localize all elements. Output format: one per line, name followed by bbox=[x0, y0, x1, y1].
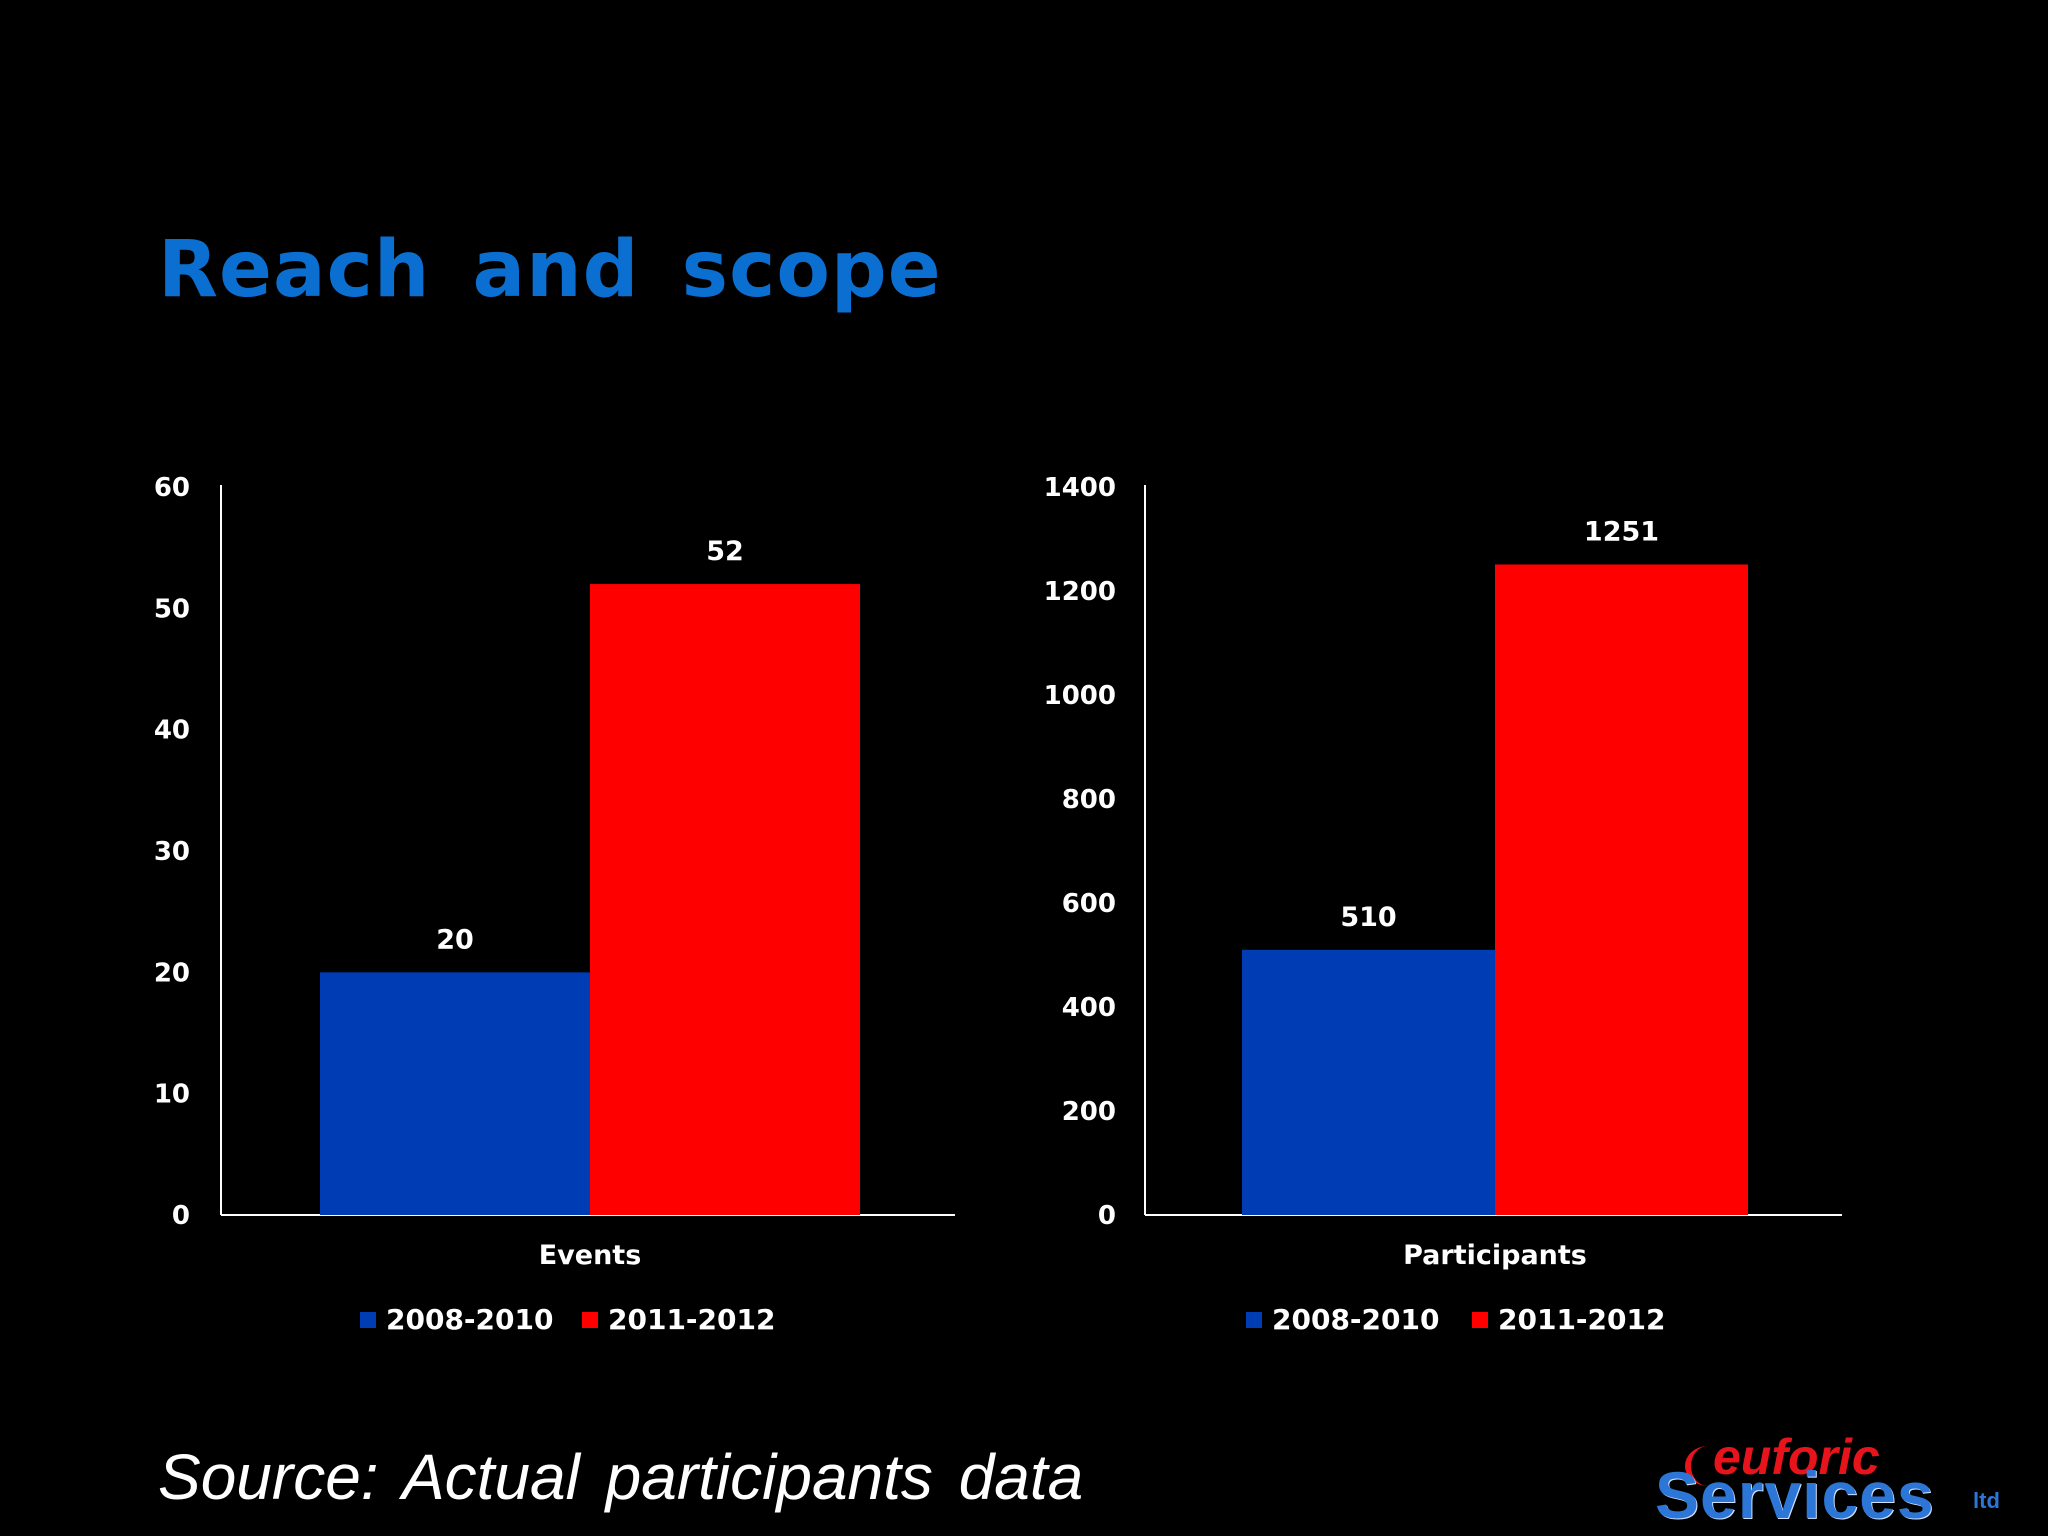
chart1-legend-label: 2011-2012 bbox=[608, 1303, 775, 1336]
slide-title: Reach and scope bbox=[158, 225, 942, 315]
chart2-legend-swatch bbox=[1246, 1312, 1262, 1328]
chart2-y-tick-label: 200 bbox=[1062, 1097, 1116, 1127]
chart1-y-tick-label: 0 bbox=[172, 1201, 190, 1231]
logo-suffix: ltd bbox=[1973, 1488, 2000, 1513]
company-logo: euforic Services ltd bbox=[1655, 1432, 2025, 1532]
chart2-y-tick-label: 800 bbox=[1062, 785, 1116, 815]
chart2-y-tick-label: 1400 bbox=[1044, 473, 1116, 503]
chart1-legend-label: 2008-2010 bbox=[386, 1303, 553, 1336]
chart2-y-tick-label: 1200 bbox=[1044, 577, 1116, 607]
chart2-data-label: 510 bbox=[1340, 902, 1396, 933]
source-note: Source: Actual participants data bbox=[158, 1441, 1084, 1513]
chart1-y-tick-label: 20 bbox=[154, 958, 190, 988]
chart1-data-label: 52 bbox=[706, 536, 744, 567]
logo-line1: euforic bbox=[1713, 1429, 1880, 1485]
logo-swoosh-icon bbox=[1685, 1446, 1731, 1486]
chart2-data-label: 1251 bbox=[1584, 516, 1659, 547]
chart1-y-tick-label: 40 bbox=[154, 716, 190, 746]
chart1-data-label: 20 bbox=[436, 924, 474, 955]
chart1-legend-swatch bbox=[582, 1312, 598, 1328]
chart1-y-tick-label: 60 bbox=[154, 473, 190, 503]
chart2-legend-swatch bbox=[1472, 1312, 1488, 1328]
chart1-bar-2008-2010 bbox=[320, 972, 590, 1215]
chart1-y-tick-label: 50 bbox=[154, 594, 190, 624]
chart1-bar-2011-2012 bbox=[590, 584, 860, 1215]
chart1-category-label: Events bbox=[539, 1240, 642, 1271]
logo-line2: Services bbox=[1655, 1458, 1935, 1532]
chart2-y-tick-label: 1000 bbox=[1044, 681, 1116, 711]
chart2-bar-2008-2010 bbox=[1242, 949, 1495, 1215]
chart2-y-tick-label: 400 bbox=[1062, 993, 1116, 1023]
chart1-y-tick-label: 30 bbox=[154, 837, 190, 867]
chart1-y-tick-label: 10 bbox=[154, 1080, 190, 1110]
chart2-bar-2011-2012 bbox=[1495, 564, 1748, 1215]
chart2-legend-label: 2011-2012 bbox=[1498, 1303, 1665, 1336]
chart2-y-tick-label: 0 bbox=[1098, 1201, 1116, 1231]
chart2-legend-label: 2008-2010 bbox=[1272, 1303, 1439, 1336]
chart2-category-label: Participants bbox=[1403, 1240, 1587, 1271]
chart2-y-tick-label: 600 bbox=[1062, 889, 1116, 919]
chart1-legend-swatch bbox=[360, 1312, 376, 1328]
